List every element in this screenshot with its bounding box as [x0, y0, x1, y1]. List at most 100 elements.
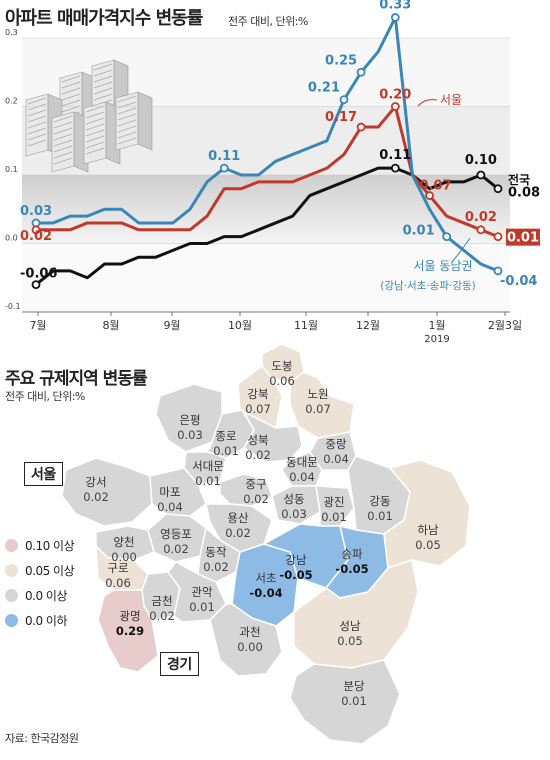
chart-background — [22, 38, 510, 312]
legend-label: 0.0 이상 — [25, 589, 67, 603]
legend-swatch — [5, 564, 18, 577]
data-point — [476, 225, 486, 235]
district-name: 종로 — [215, 429, 236, 443]
seoul-region-tag: 서울 — [24, 462, 63, 486]
district-value: 0.04 — [323, 452, 349, 466]
district-name: 분당 — [343, 679, 365, 693]
data-label: 0.33 — [379, 0, 411, 12]
legend-swatch — [5, 589, 18, 602]
district-value: 0.00 — [111, 550, 137, 564]
data-point — [442, 232, 452, 242]
x-tick-label: 11월 — [294, 319, 318, 332]
y-tick-label: 0.2 — [5, 97, 18, 106]
district-name: 강동 — [369, 494, 390, 508]
y-tick-label: 0.3 — [5, 28, 18, 37]
data-point — [390, 163, 400, 173]
district-name: 동대문 — [286, 455, 318, 469]
district-name: 광진 — [323, 495, 344, 509]
data-point — [31, 225, 41, 235]
series-label-southeast: 서울 동남권 — [413, 259, 472, 273]
district-name: 중구 — [245, 477, 266, 491]
data-labels: 0.03 0.11 0.21 0.25 0.33 0.01 -0.04 0.02 0.17 0.2… — [20, 0, 540, 292]
district-value: 0.29 — [116, 624, 144, 638]
y-tick-label: 0.0 — [5, 234, 18, 243]
district-value: 0.01 — [195, 474, 221, 488]
data-label: 0.01 — [507, 231, 539, 246]
series-line — [36, 15, 499, 273]
district-name: 강서 — [85, 475, 106, 489]
district-분당 — [289, 659, 401, 745]
district-name: 마포 — [159, 485, 180, 499]
data-label: -0.04 — [500, 274, 537, 289]
x-tick-label: 7월 — [29, 319, 46, 332]
data-point — [339, 95, 349, 105]
x-axis: 7월 8월 9월 10월 11월 12월 1월 2월3일 2019 — [22, 311, 522, 345]
district-value: 0.02 — [203, 560, 229, 574]
data-point — [219, 163, 229, 173]
data-point — [356, 67, 366, 77]
district-name: 과천 — [239, 625, 260, 639]
callout-line — [451, 237, 471, 263]
district-name: 광명 — [119, 609, 140, 623]
district-name: 강남 — [285, 553, 307, 567]
series-lines — [31, 13, 503, 290]
chart-subtitle: 전주 대비, 단위:% — [228, 15, 308, 28]
district-name: 중랑 — [325, 437, 347, 451]
legend-item: 0.10 이상 — [5, 533, 75, 558]
data-point — [390, 102, 400, 111]
district-value: 0.02 — [83, 490, 109, 504]
district-name: 노원 — [307, 387, 328, 401]
district-value: 0.05 — [337, 634, 363, 648]
district-value: -0.05 — [335, 562, 368, 576]
map-legend: 0.10 이상 0.05 이상 0.0 이상 0.0 이하 — [5, 533, 75, 633]
district-광명 — [97, 589, 159, 673]
data-label: 0.17 — [325, 110, 357, 125]
data-point — [31, 280, 41, 290]
district-value: 0.04 — [157, 500, 183, 514]
legend-swatch — [5, 539, 18, 552]
data-label: 0.21 — [308, 81, 340, 96]
district-value: 0.04 — [289, 470, 315, 484]
data-label: 0.03 — [20, 204, 52, 219]
district-노원 — [289, 371, 355, 439]
district-name: 강북 — [247, 387, 268, 401]
legend-label: 0.10 이상 — [25, 539, 75, 553]
legend-label: 0.05 이상 — [25, 564, 75, 578]
data-label: 0.08 — [508, 186, 540, 201]
district-name: 성동 — [283, 492, 304, 506]
x-tick-label: 2월3일 — [488, 318, 522, 332]
district-value: -0.05 — [279, 568, 312, 582]
district-name: 금천 — [151, 594, 172, 608]
legend-item: 0.05 이상 — [5, 558, 75, 583]
district-value: -0.04 — [249, 586, 282, 600]
data-point — [476, 170, 486, 180]
legend-item: 0.0 이상 — [5, 583, 74, 608]
callout-line — [417, 99, 438, 107]
district-과천 — [209, 603, 283, 677]
district-name: 은평 — [179, 413, 200, 427]
legend-swatch — [5, 614, 18, 627]
district-강서 — [61, 457, 153, 527]
district-value: 0.02 — [225, 526, 251, 540]
district-value: 0.06 — [105, 576, 131, 590]
data-label: 0.07 — [420, 179, 452, 194]
data-label: 0.11 — [208, 149, 240, 164]
district-value: 0.01 — [189, 600, 215, 614]
district-value: 0.05 — [415, 538, 441, 552]
data-label: 0.01 — [403, 224, 435, 239]
x-year-label: 2019 — [424, 334, 449, 345]
district-중구 — [219, 473, 273, 507]
y-tick-label: -0.1 — [5, 302, 21, 311]
series-line — [36, 105, 499, 239]
district-name: 구로 — [107, 561, 128, 575]
district-name: 용산 — [227, 511, 249, 525]
x-tick-label: 12월 — [356, 319, 380, 332]
data-point — [390, 13, 400, 22]
data-label: 0.25 — [325, 53, 357, 68]
district-name: 하남 — [417, 523, 439, 537]
district-name: 서대문 — [192, 459, 224, 473]
district-name: 영등포 — [160, 527, 192, 541]
district-name: 서초 — [255, 571, 276, 585]
y-tick-label: 0.1 — [5, 165, 18, 174]
